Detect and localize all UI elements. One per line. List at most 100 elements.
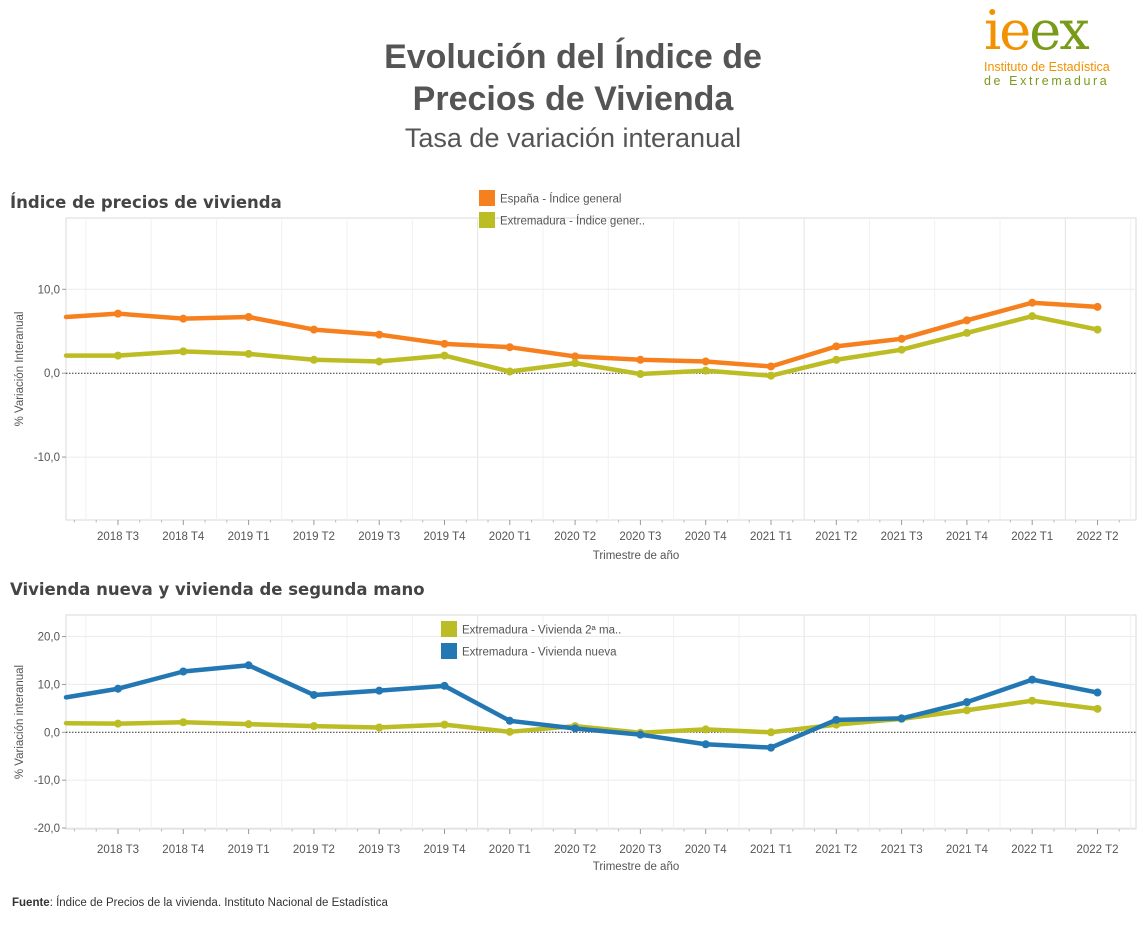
x-tick-label: 2019 T3: [358, 844, 400, 856]
data-point: [1093, 704, 1102, 713]
x-tick-label: 2021 T2: [815, 531, 857, 543]
data-point: [505, 367, 514, 376]
data-point: [375, 357, 384, 366]
data-point: [1028, 675, 1037, 684]
data-point: [962, 316, 971, 325]
x-tick-label: 2022 T2: [1077, 531, 1119, 543]
data-point: [375, 330, 384, 339]
y-tick-label: 10,0: [38, 284, 60, 296]
data-point: [636, 370, 645, 379]
data-point: [1093, 325, 1102, 334]
x-tick-label: 2022 T2: [1077, 844, 1119, 856]
data-point: [962, 328, 971, 337]
page-header: Evolución del Índice de Precios de Vivie…: [0, 36, 1146, 154]
series-line: [63, 663, 1100, 750]
x-tick-label: 2019 T3: [358, 531, 400, 543]
legend-swatch: [441, 621, 457, 637]
data-point: [571, 724, 580, 733]
x-tick-label: 2020 T3: [619, 531, 661, 543]
y-axis-label: % Variación interanual: [14, 665, 26, 779]
legend: España - Índice general Extremadura - Índ…: [479, 190, 645, 228]
source-text: : Índice de Precios de la vivienda. Inst…: [49, 897, 388, 909]
data-point: [505, 716, 514, 725]
data-point: [440, 681, 449, 690]
y-tick-label: -20,0: [34, 823, 60, 835]
x-tick-label: 2021 T2: [815, 844, 857, 856]
chart-2-title: Vivienda nueva y vivienda de segunda man…: [10, 580, 425, 599]
source-label: Fuente: [12, 897, 50, 909]
x-tick-label: 2020 T2: [554, 844, 596, 856]
x-tick-label: 2020 T4: [685, 844, 728, 856]
x-axis-label: Trimestre de año: [593, 550, 680, 562]
x-tick-label: 2019 T4: [424, 531, 467, 543]
y-tick-label: -10,0: [34, 452, 60, 464]
x-tick-label: 2018 T4: [162, 531, 205, 543]
logo-text-line-1: Instituto de Estadística: [984, 60, 1110, 74]
data-point: [767, 743, 775, 752]
data-point: [767, 728, 775, 737]
data-point: [701, 740, 710, 749]
data-point: [1093, 302, 1102, 311]
y-tick-label: -10,0: [34, 775, 60, 787]
page-subtitle: Tasa de variación interanual: [404, 123, 742, 153]
legend-swatch: [479, 212, 495, 228]
y-tick-label: 0,0: [44, 368, 60, 380]
x-tick-label: 2019 T1: [228, 531, 270, 543]
data-point: [179, 718, 188, 727]
legend-label: Extremadura - Vivienda nueva: [462, 647, 617, 659]
data-point: [832, 355, 841, 364]
data-point: [244, 661, 253, 670]
data-point: [701, 357, 710, 366]
x-tick-label: 2021 T1: [750, 531, 792, 543]
data-point: [962, 706, 971, 715]
y-tick-label: 10,0: [38, 679, 60, 691]
ieex-logo: ieex Instituto de Estadística de Extrema…: [984, 4, 1134, 94]
data-point: [375, 686, 384, 695]
data-point: [571, 359, 580, 368]
data-point: [767, 362, 775, 371]
data-point: [571, 352, 580, 361]
legend-label: Extremadura - Vivienda 2ª ma..: [462, 625, 621, 637]
legend-label: Extremadura - Índice gener..: [500, 215, 645, 228]
data-point: [244, 312, 253, 321]
x-tick-label: 2021 T3: [881, 844, 923, 856]
page-title-line-2: Precios de Vivienda: [412, 80, 734, 118]
data-point: [179, 347, 188, 356]
data-point: [701, 725, 710, 734]
logo-mark-ie: ie: [984, 0, 1031, 62]
data-point: [440, 351, 449, 360]
x-tick-label: 2021 T4: [946, 531, 989, 543]
x-tick-label: 2019 T2: [293, 531, 335, 543]
data-point: [897, 345, 906, 354]
page-title-line-1: Evolución del Índice de: [384, 38, 762, 76]
data-point: [505, 343, 514, 352]
y-tick-label: 0,0: [44, 727, 60, 739]
plot-area-frame: [65, 217, 1137, 521]
data-point: [179, 667, 188, 676]
x-tick-label: 2018 T4: [162, 844, 205, 856]
data-point: [962, 698, 971, 707]
x-tick-label: 2022 T1: [1011, 844, 1053, 856]
legend-swatch: [479, 190, 495, 206]
logo-mark-ex: ex: [1029, 0, 1089, 62]
data-point: [375, 723, 384, 732]
data-point: [636, 355, 645, 364]
data-point: [114, 309, 122, 318]
data-point: [309, 690, 318, 699]
x-tick-label: 2019 T1: [228, 844, 270, 856]
data-point: [309, 325, 318, 334]
y-axis: 20,0 10,0 0,0 -10,0 -20,0: [34, 632, 66, 835]
x-tick-label: 2021 T1: [750, 844, 792, 856]
legend: Extremadura - Vivienda 2ª ma.. Extremadur…: [441, 621, 621, 659]
data-point: [114, 719, 122, 728]
legend-swatch: [441, 643, 457, 659]
ieex-logo-mark: ieex: [984, 4, 1134, 58]
data-point: [309, 355, 318, 364]
data-point: [114, 684, 122, 693]
x-axis: 2018 T3 2018 T4 2019 T1 2019 T2 2019 T3 2019 …: [73, 520, 1120, 543]
data-point: [114, 351, 122, 360]
data-point: [1028, 312, 1037, 321]
x-tick-label: 2018 T3: [97, 844, 139, 856]
